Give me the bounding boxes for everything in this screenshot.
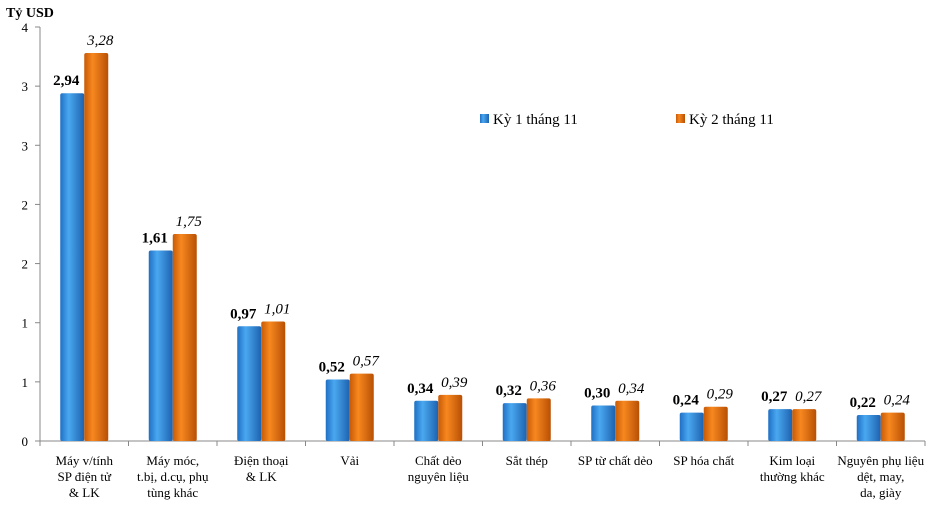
data-label: 0,30 <box>584 386 610 402</box>
bar-ky2 <box>438 394 463 441</box>
x-tick-label: Kim loại <box>769 453 815 468</box>
x-tick-label: SP hóa chất <box>673 453 734 468</box>
bar-ky2 <box>615 400 640 441</box>
data-label: 1,75 <box>176 214 203 230</box>
data-label: 3,28 <box>86 33 114 49</box>
y-tick-label: 2 <box>22 197 29 212</box>
bar-ky2 <box>526 398 551 441</box>
data-label: 0,39 <box>441 375 468 391</box>
bar-ky1 <box>768 409 793 441</box>
x-tick-label: Chất dẻo <box>415 453 462 468</box>
data-label: 0,32 <box>496 383 522 399</box>
x-tick-label: Máy móc, <box>146 453 199 468</box>
data-label: 0,24 <box>673 393 700 409</box>
y-tick-label: 3 <box>22 138 29 153</box>
data-label: 0,22 <box>850 395 876 411</box>
bar-ky2 <box>261 321 286 441</box>
legend-swatch <box>676 114 685 123</box>
y-tick-label: 4 <box>22 20 29 35</box>
bar-ky2 <box>880 412 905 441</box>
x-tick-label: SP từ chất dẻo <box>578 453 653 468</box>
x-tick-label: thường khác <box>760 469 825 484</box>
data-label: 0,27 <box>795 389 823 405</box>
x-tick-label: tùng khác <box>147 485 198 500</box>
y-tick-label: 1 <box>22 375 29 390</box>
x-tick-label: & LK <box>69 485 100 500</box>
bar-ky1 <box>502 403 527 441</box>
legend-label: Kỳ 1 tháng 11 <box>493 112 578 128</box>
bar-ky1 <box>60 93 85 442</box>
legend-label: Kỳ 2 tháng 11 <box>689 112 774 128</box>
x-tick-label: & LK <box>246 469 277 484</box>
data-label: 0,97 <box>230 306 257 322</box>
data-label: 0,29 <box>707 387 734 403</box>
bar-ky1 <box>237 326 262 441</box>
bar-ky1 <box>148 250 173 441</box>
data-label: 1,61 <box>142 231 168 247</box>
data-label: 0,24 <box>884 393 911 409</box>
x-tick-label: SP điện tử <box>57 469 111 484</box>
x-tick-label: t.bị, d.cụ, phụ <box>137 469 209 484</box>
bar-ky1 <box>591 405 616 441</box>
data-label: 0,57 <box>353 354 381 370</box>
bar-ky2 <box>703 406 728 441</box>
bar-ky2 <box>349 373 374 441</box>
x-tick-label: da, giày <box>860 485 902 500</box>
x-tick-label: dệt, may, <box>857 469 904 484</box>
x-tick-label: Điện thoại <box>234 453 289 468</box>
y-tick-label: 1 <box>22 316 29 331</box>
bar-ky1 <box>856 414 881 441</box>
x-tick-label: Nguyên phụ liệu <box>837 453 924 468</box>
bar-ky1 <box>414 400 439 441</box>
y-tick-label: 2 <box>22 257 29 272</box>
y-tick-label: 0 <box>22 434 29 449</box>
data-label: 0,34 <box>618 381 645 397</box>
x-tick-label: Sắt thép <box>506 453 548 468</box>
x-tick-label: Máy v/tính <box>56 453 114 468</box>
bar-ky2 <box>792 409 817 441</box>
bar-ky1 <box>325 379 350 441</box>
legend-swatch <box>480 114 489 123</box>
data-label: 0,52 <box>319 359 345 375</box>
bar-ky2 <box>84 53 109 441</box>
data-label: 2,94 <box>53 73 80 89</box>
x-tick-label: nguyên liệu <box>408 469 470 484</box>
x-tick-label: Vải <box>340 453 359 468</box>
data-label: 0,36 <box>530 378 557 394</box>
y-tick-label: 3 <box>22 79 29 94</box>
bar-ky2 <box>172 234 197 441</box>
data-label: 0,34 <box>407 381 434 397</box>
data-label: 0,27 <box>761 389 788 405</box>
y-axis-label: Tỷ USD <box>6 6 54 21</box>
data-label: 1,01 <box>264 302 290 318</box>
bar-ky1 <box>679 412 704 441</box>
